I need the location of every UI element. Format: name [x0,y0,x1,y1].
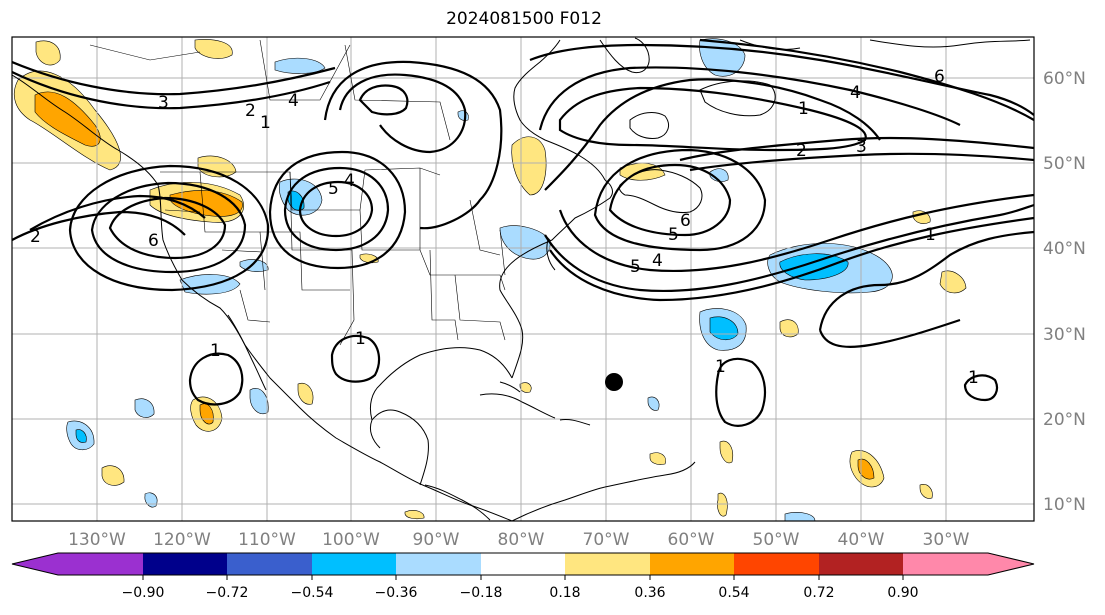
contour-label: 4 [344,171,355,191]
contour-label: 1 [210,341,221,361]
contour-label: 1 [798,99,809,119]
contour-label: 2 [30,227,41,247]
contour-label: 3 [856,137,867,157]
colorbar-segment [58,553,143,575]
colorbar-tick-label: −0.72 [206,585,249,601]
colorbar-tick-label: 0.18 [549,585,580,601]
graticule [12,37,1034,521]
colorbar-segment [227,553,312,575]
lat-label: 40°N [1043,239,1086,259]
longitude-labels: 130°W 120°W 110°W 100°W 90°W 80°W 70°W 6… [68,530,970,550]
colorbar-segment [650,553,734,575]
lon-label: 130°W [68,530,126,550]
lat-label: 20°N [1043,410,1086,430]
lat-label: 60°N [1043,69,1086,89]
colorbar-segment [734,553,819,575]
lon-label: 110°W [238,530,296,550]
contour-label: 4 [652,251,663,271]
state-borders [89,39,506,346]
colorbar-segment [312,553,396,575]
contour-label: 1 [715,357,726,377]
contour-label: 6 [680,211,691,231]
colorbar-extend-low [12,553,58,575]
contour-label: 5 [668,225,679,245]
storm-position-marker [605,373,623,391]
contour-label: 3 [158,93,169,113]
map-frame [11,36,1035,522]
lat-label: 50°N [1043,154,1086,174]
colorbar-tick-label: −0.18 [460,585,503,601]
colorbar-tick-label: −0.90 [122,585,165,601]
contour-label: 5 [630,257,641,277]
contour-label: 2 [796,141,807,161]
colorbar-tick-label: 0.36 [634,585,665,601]
lat-label: 10°N [1043,495,1086,515]
lon-label: 50°W [753,530,800,550]
colorbar: −0.90 −0.72 −0.54 −0.36 −0.18 0.18 0.36 … [11,552,1035,601]
map-title: 2024081500 F012 [446,9,602,29]
contour-label: 6 [148,231,159,251]
contour-label: 1 [260,113,271,133]
lon-label: 30°W [923,530,970,550]
lon-label: 60°W [668,530,715,550]
contour-label: 1 [925,225,936,245]
latitude-labels: 60°N 50°N 40°N 30°N 20°N 10°N [1043,69,1086,515]
contour-label: 5 [328,179,339,199]
lon-label: 80°W [498,530,545,550]
contour-label: 1 [355,329,366,349]
contour-label: 6 [934,67,945,87]
colorbar-segment [903,553,988,575]
colorbar-segment [396,553,481,575]
contour-label: 2 [245,101,256,121]
colorbar-tick-label: −0.54 [291,585,334,601]
colorbar-tick-label: −0.36 [375,585,418,601]
colorbar-segment [819,553,903,575]
lon-label: 120°W [153,530,211,550]
lon-label: 90°W [413,530,460,550]
colorbar-outline [11,552,1035,576]
lon-label: 100°W [322,530,380,550]
contours [12,38,1034,427]
colorbar-tick-label: 0.54 [718,585,749,601]
colorbar-segment [143,553,227,575]
lon-label: 70°W [583,530,630,550]
lon-label: 40°W [838,530,885,550]
colorbar-tick-label: 0.90 [887,585,918,601]
colorbar-segment [481,553,565,575]
colorbar-extend-high [988,553,1034,575]
contour-label: 1 [968,368,979,388]
contour-label: 4 [850,83,861,103]
colorbar-tick-label: 0.72 [803,585,834,601]
contour-labels: 1 2 3 4 2 6 5 4 1 4 6 2 3 5 6 4 5 1 1 1 … [30,67,979,388]
colorbar-segment [565,553,650,575]
contour-label: 4 [288,91,299,111]
lat-label: 30°N [1043,325,1086,345]
